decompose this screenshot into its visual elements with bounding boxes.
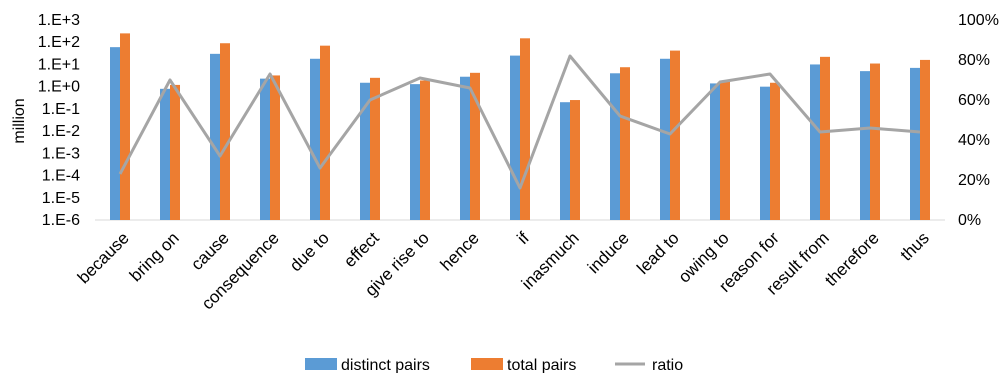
bar-distinct-pairs — [110, 47, 120, 221]
bar-total-pairs — [420, 80, 430, 221]
y-tick-label: 1.E-5 — [42, 190, 80, 207]
bar-distinct-pairs — [410, 84, 420, 221]
x-tick-label: cause — [187, 228, 233, 274]
legend-label: total pairs — [507, 357, 576, 373]
bar-total-pairs — [170, 84, 180, 221]
bar-distinct-pairs — [810, 64, 820, 220]
bar-distinct-pairs — [760, 86, 770, 221]
legend-label: ratio — [652, 357, 683, 373]
x-tick-label: due to — [286, 228, 333, 275]
bar-distinct-pairs — [910, 67, 920, 220]
y2-tick-label: 80% — [958, 52, 990, 69]
y-tick-label: 1.E-6 — [42, 212, 80, 229]
y2-tick-label: 100% — [958, 12, 999, 29]
bar-distinct-pairs — [510, 55, 520, 220]
y-tick-label: 1.E+2 — [38, 34, 80, 51]
bar-distinct-pairs — [860, 71, 870, 220]
bar-distinct-pairs — [660, 58, 670, 220]
bar-distinct-pairs — [260, 78, 270, 221]
x-tick-label: thus — [897, 228, 933, 264]
y2-tick-label: 60% — [958, 92, 990, 109]
ratio-line — [118, 54, 921, 190]
x-tick-label: because — [74, 228, 133, 287]
bar-distinct-pairs — [310, 58, 320, 220]
bar-total-pairs — [920, 59, 930, 220]
y-tick-label: 1.E-4 — [42, 168, 80, 185]
bar-distinct-pairs — [610, 73, 620, 220]
bar-distinct-pairs — [560, 102, 570, 220]
left-axis: 1.E-6 1.E-5 1.E-4 1.E-3 1.E-2 1.E-1 1.E+0 1.E+1… — [38, 12, 80, 229]
x-tick-label: hence — [437, 228, 483, 274]
x-tick-label: if — [513, 228, 533, 248]
bar-total-pairs — [370, 77, 380, 221]
plot-area — [95, 33, 945, 221]
legend-swatch-distinct-pairs — [305, 358, 337, 370]
bar-distinct-pairs — [160, 88, 170, 220]
x-tick-label: lead to — [633, 228, 683, 278]
bar-total-pairs — [570, 100, 580, 220]
bar-total-pairs — [270, 75, 280, 221]
y-axis-label: million — [11, 98, 28, 143]
x-tick-label: bring on — [126, 228, 183, 285]
bar-total-pairs — [120, 33, 130, 220]
y-tick-label: 1.E+0 — [38, 79, 80, 96]
bar-total-pairs — [620, 67, 630, 221]
bar-distinct-pairs — [210, 53, 220, 220]
x-tick-label: induce — [584, 228, 633, 277]
bar-distinct-pairs — [460, 76, 470, 220]
bar-total-pairs — [670, 50, 680, 221]
y-tick-label: 1.E-1 — [42, 101, 80, 118]
x-tick-label: effect — [340, 228, 383, 271]
bar-total-pairs — [320, 45, 330, 220]
legend-swatch-total-pairs — [471, 358, 503, 370]
y-tick-label: 1.E-2 — [42, 123, 80, 140]
legend-label: distinct pairs — [341, 357, 430, 373]
bar-total-pairs — [520, 38, 530, 220]
x-tick-label: therefore — [821, 228, 883, 290]
y2-tick-label: 20% — [958, 172, 990, 189]
bar-total-pairs — [720, 80, 730, 221]
bar-distinct-pairs — [360, 82, 370, 220]
y-tick-label: 1.E+1 — [38, 56, 80, 73]
y-tick-label: 1.E+3 — [38, 12, 80, 29]
y-tick-label: 1.E-3 — [42, 145, 80, 162]
bar-total-pairs — [770, 82, 780, 220]
bar-total-pairs — [220, 43, 230, 220]
bar-distinct-pairs — [710, 83, 720, 221]
y2-tick-label: 0% — [958, 212, 981, 229]
y2-tick-label: 40% — [958, 132, 990, 149]
bar-total-pairs — [470, 72, 480, 220]
right-axis: 0% 20% 40% 60% 80% 100% — [958, 12, 999, 229]
bar-total-pairs — [870, 63, 880, 220]
legend: distinct pairs total pairs ratio — [305, 357, 683, 373]
bar-total-pairs — [820, 56, 830, 220]
